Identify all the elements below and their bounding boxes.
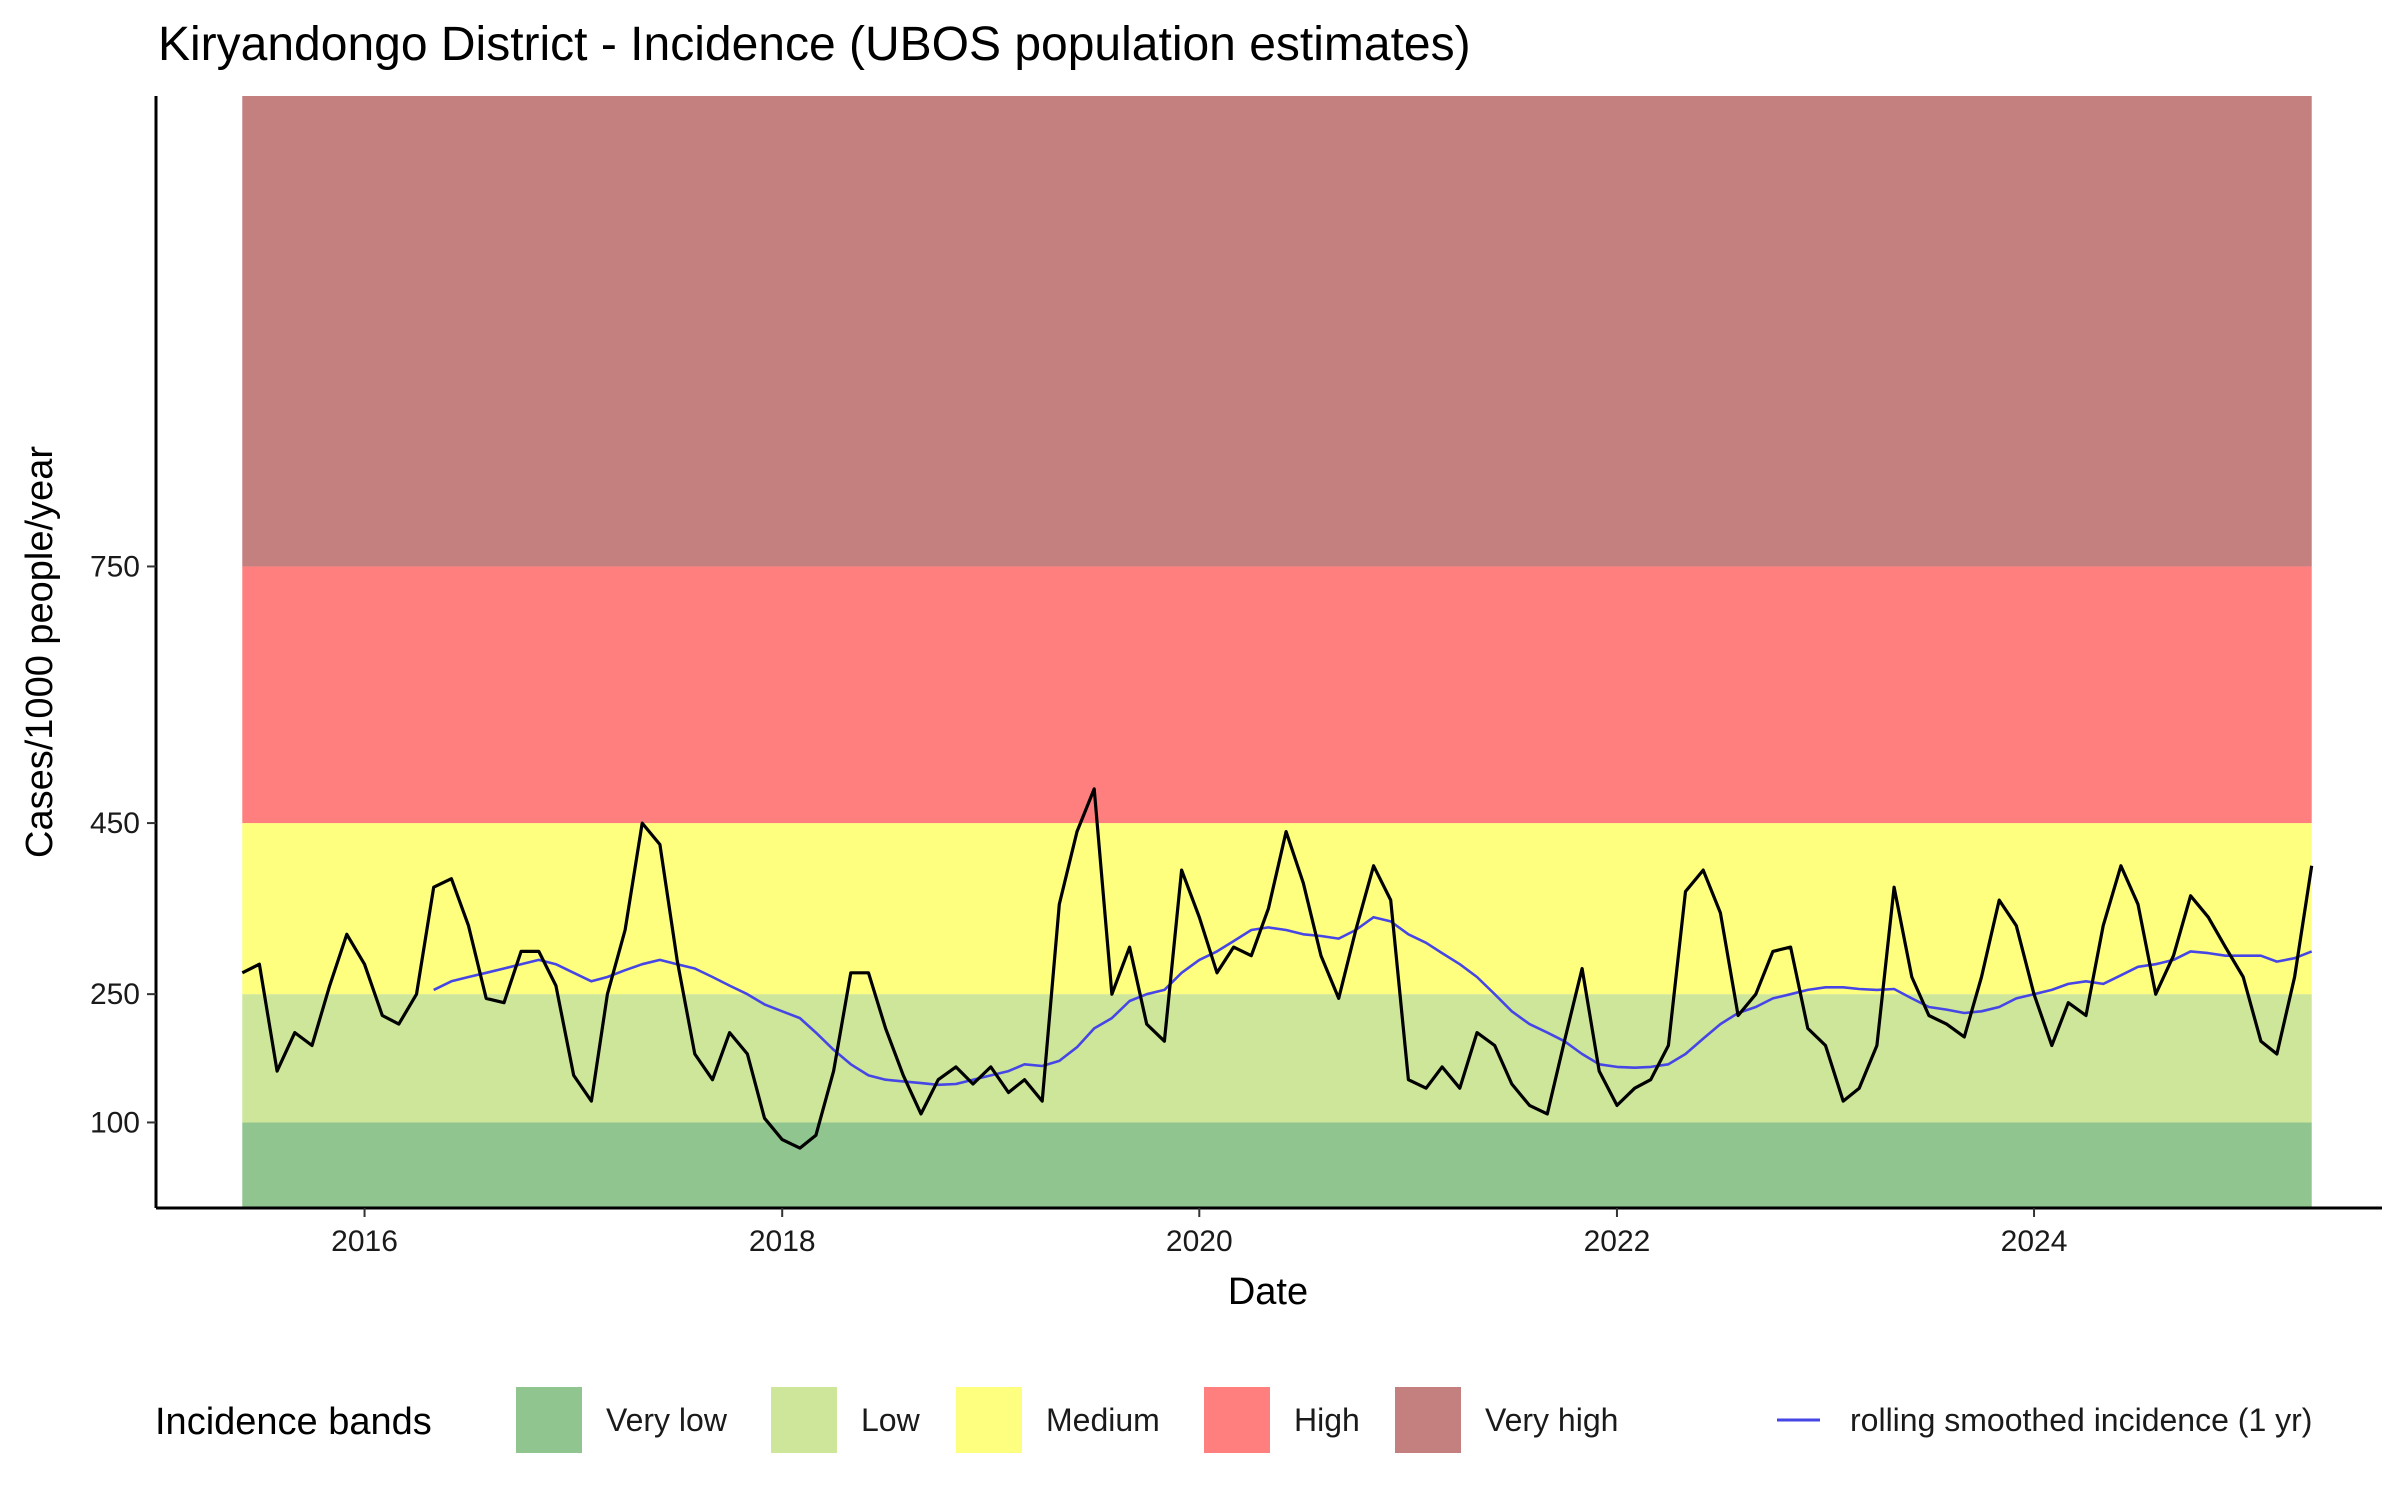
x-tick-label: 2024 xyxy=(2001,1225,2068,1258)
x-tick-label: 2020 xyxy=(1166,1225,1233,1258)
y-tick-label: 450 xyxy=(90,807,140,840)
incidence-bands xyxy=(242,96,2312,1208)
legend-label-medium: Medium xyxy=(1046,1402,1160,1438)
y-tick-label: 750 xyxy=(90,550,140,583)
band-very-high xyxy=(242,96,2312,567)
legend-swatch-low xyxy=(771,1387,837,1453)
x-tick-label: 2018 xyxy=(749,1225,816,1258)
legend-label-very-low: Very low xyxy=(606,1402,728,1438)
x-ticks: 2016 2018 2020 2022 2024 xyxy=(331,1208,2067,1258)
legend-swatch-very-low xyxy=(516,1387,582,1453)
legend: Incidence bands Very low Low Medium High Ver… xyxy=(155,1387,2312,1453)
y-tick-label: 250 xyxy=(90,978,140,1011)
x-tick-label: 2016 xyxy=(331,1225,398,1258)
band-very-low xyxy=(242,1122,2312,1208)
band-low xyxy=(242,994,2312,1123)
series-line-monthly xyxy=(241,787,2314,1150)
chart-title: Kiryandongo District - Incidence (UBOS p… xyxy=(158,18,1471,71)
band-medium xyxy=(242,823,2312,995)
band-high xyxy=(242,566,2312,824)
axes xyxy=(154,96,2382,1210)
y-axis-title: Cases/1000 people/year xyxy=(19,446,61,858)
legend-title: Incidence bands xyxy=(155,1401,432,1443)
y-ticks: 100 250 450 750 xyxy=(90,550,156,1139)
legend-label-low: Low xyxy=(861,1402,921,1438)
legend-label-high: High xyxy=(1294,1402,1360,1438)
y-tick-label: 100 xyxy=(90,1106,140,1139)
legend-swatch-high xyxy=(1204,1387,1270,1453)
legend-swatch-very-high xyxy=(1395,1387,1461,1453)
series-lines xyxy=(241,787,2314,1150)
legend-label-very-high: Very high xyxy=(1485,1402,1618,1438)
series-line-rolling xyxy=(433,915,2313,1087)
x-axis-title: Date xyxy=(1228,1271,1308,1313)
x-tick-label: 2022 xyxy=(1584,1225,1651,1258)
legend-swatch-medium xyxy=(956,1387,1022,1453)
legend-label-rolling: rolling smoothed incidence (1 yr) xyxy=(1850,1402,2312,1438)
